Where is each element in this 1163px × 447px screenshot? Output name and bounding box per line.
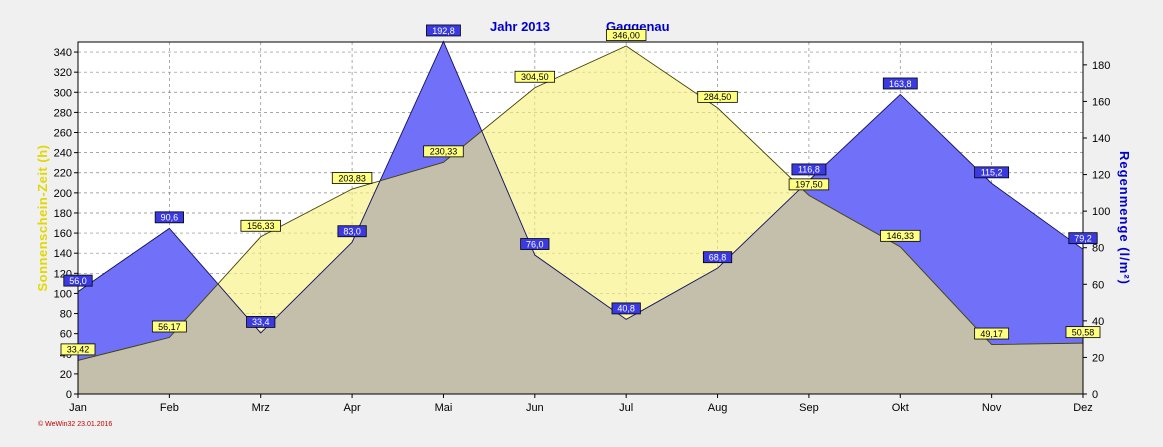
sunshine-data-label-box <box>880 229 921 242</box>
rain-data-label: 90,6 <box>161 213 179 223</box>
x-axis-tick-label: Sep <box>799 402 819 414</box>
x-axis-tick-label: Apr <box>344 402 361 414</box>
left-axis-tick-label: 240 <box>54 148 72 160</box>
right-axis-tick-label: 160 <box>1092 96 1110 108</box>
plot-frame <box>77 41 1084 395</box>
sunshine-area <box>78 46 1083 395</box>
rain-data-label-box <box>974 166 1010 179</box>
sunshine-data-label-box <box>697 90 738 103</box>
x-axis-tick-label: Mrz <box>252 402 270 414</box>
left-axis-tick-label: 260 <box>54 128 72 140</box>
right-axis-tick-label: 40 <box>1092 316 1104 328</box>
right-axis-tick-label: 0 <box>1092 389 1098 401</box>
sunshine-data-label-box <box>788 178 830 191</box>
rain-data-label: 40,8 <box>617 304 635 314</box>
rain-data-label: 33,4 <box>252 317 270 327</box>
left-axis-tick-label: 20 <box>60 369 72 381</box>
left-axis-tick-label: 200 <box>54 188 72 200</box>
x-axis-tick-label: Mai <box>435 402 453 414</box>
sunshine-line <box>77 45 1084 361</box>
rain-data-label: 115,2 <box>981 168 1003 178</box>
left-axis-tick-label: 340 <box>54 47 72 59</box>
left-axis-tick-label: 220 <box>54 168 72 180</box>
sunshine-data-label: 49,17 <box>980 329 1003 339</box>
right-axis-label: Regenmenge (l/m²) <box>1117 151 1132 285</box>
sunshine-data-label-box <box>514 70 556 83</box>
rain-data-label: 76,0 <box>526 239 544 249</box>
rain-data-label: 192,8 <box>432 26 455 36</box>
left-axis-label: Sonnenschein-Zeit (h) <box>35 145 50 292</box>
rain-data-label-box <box>520 238 550 250</box>
rain-data-label: 79,2 <box>1074 233 1092 243</box>
x-axis-tick-label: Jul <box>619 402 633 414</box>
right-axis-tick-label: 20 <box>1092 352 1104 364</box>
sunshine-data-label-box <box>423 145 464 158</box>
left-axis-tick-label: 0 <box>66 389 72 401</box>
left-axis-tick-label: 320 <box>54 67 72 79</box>
left-axis-tick-label: 300 <box>54 87 72 99</box>
right-axis-tick-label: 80 <box>1092 243 1104 255</box>
sunshine-data-label-box <box>331 172 373 184</box>
sunshine-data-label: 156,33 <box>247 221 275 231</box>
rain-data-label: 163,8 <box>889 79 912 89</box>
right-axis-tick-label: 100 <box>1092 206 1110 218</box>
left-axis-tick-label: 180 <box>54 208 72 220</box>
sunshine-data-label: 304,50 <box>521 72 549 82</box>
rain-data-label-box <box>791 163 827 176</box>
rain-data-label: 116,8 <box>798 165 820 175</box>
right-axis-tick-label: 60 <box>1092 279 1104 291</box>
sunshine-data-label: 284,50 <box>704 92 732 102</box>
sunshine-data-label: 203,83 <box>338 173 366 183</box>
rain-data-label-box <box>1068 232 1098 245</box>
right-axis-tick-label: 180 <box>1092 60 1110 72</box>
x-axis-tick-label: Okt <box>892 402 909 414</box>
sunshine-data-label-box <box>151 320 187 333</box>
left-axis-tick-label: 280 <box>54 107 72 119</box>
footer-credit: © WeWin32 23.01.2016 <box>38 421 113 428</box>
rain-data-label-box <box>154 211 184 224</box>
rain-data-label: 56,0 <box>69 276 87 286</box>
rain-data-label-box <box>702 251 733 264</box>
x-axis-tick-label: Jun <box>526 402 544 414</box>
rain-data-label-box <box>63 274 93 287</box>
sunshine-data-label-box <box>240 219 281 232</box>
left-axis-tick-label: 140 <box>54 248 72 260</box>
sunshine-data-label: 230,33 <box>430 147 458 157</box>
chart-title-year: Jahr 2013 <box>490 19 550 34</box>
sunshine-data-label: 146,33 <box>887 231 915 241</box>
rain-data-label: 68,8 <box>709 252 727 262</box>
rain-data-label-box <box>882 77 918 90</box>
rain-data-label-box <box>246 316 276 328</box>
sunshine-data-label: 50,58 <box>1072 327 1095 337</box>
right-axis-tick-label: 120 <box>1092 170 1110 182</box>
left-axis-tick-label: 80 <box>60 309 72 321</box>
rain-data-label: 83,0 <box>343 227 361 237</box>
rain-data-label-box <box>337 225 367 238</box>
x-axis-tick-label: Dez <box>1073 402 1093 414</box>
x-axis-tick-label: Nov <box>982 402 1002 414</box>
sunshine-data-label-box <box>60 343 96 356</box>
rain-data-label-box <box>611 302 641 315</box>
left-axis-tick-label: 160 <box>54 228 72 240</box>
x-axis-tick-label: Aug <box>708 402 728 414</box>
x-axis-tick-label: Feb <box>160 402 179 414</box>
sunshine-data-label: 33,42 <box>67 345 90 355</box>
left-axis-tick-label: 60 <box>60 329 72 341</box>
sunshine-data-label: 56,17 <box>158 322 181 332</box>
sunshine-data-label: 346,00 <box>612 30 640 40</box>
rain-line <box>77 40 1084 334</box>
sunshine-data-label-box <box>974 327 1010 340</box>
sunshine-data-label: 197,50 <box>795 180 823 190</box>
left-axis-tick-label: 100 <box>54 288 72 300</box>
rain-data-label-box <box>426 24 461 37</box>
x-axis-tick-label: Jan <box>69 402 87 414</box>
sunshine-data-label-box <box>1065 326 1101 339</box>
sunshine-data-label-box <box>605 29 647 41</box>
right-axis-tick-label: 140 <box>1092 133 1110 145</box>
